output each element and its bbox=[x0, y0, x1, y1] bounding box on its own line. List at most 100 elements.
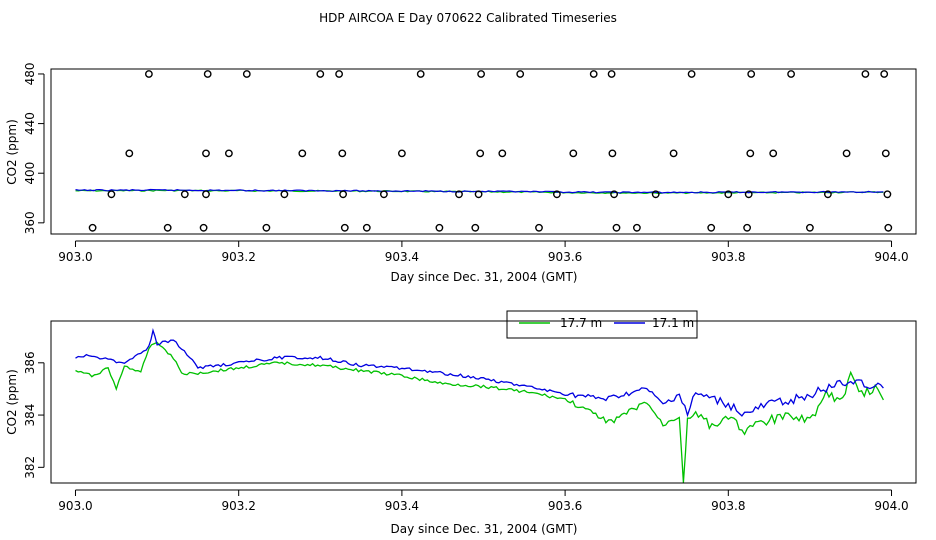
scatter-point bbox=[744, 190, 753, 199]
scatter-point bbox=[747, 70, 756, 78]
scatter-point bbox=[608, 149, 617, 158]
scatter-point bbox=[610, 190, 618, 199]
scatter-point bbox=[474, 190, 483, 199]
scatter-point bbox=[612, 223, 621, 232]
scatter-point bbox=[338, 149, 347, 158]
line-x-tick-label: 903.2 bbox=[222, 499, 256, 513]
scatter-x-tick-label: 903.2 bbox=[222, 250, 256, 264]
scatter-point bbox=[607, 70, 616, 78]
scatter-point bbox=[498, 149, 507, 158]
legend-label-17-7m: 17.7 m bbox=[560, 316, 602, 330]
line-plot-frame bbox=[50, 320, 917, 484]
scatter-point bbox=[379, 190, 388, 199]
legend: 17.7 m 17.1 m bbox=[506, 310, 698, 339]
scatter-point bbox=[163, 223, 172, 232]
line-x-tick-label: 904.0 bbox=[874, 499, 908, 513]
scatter-point bbox=[144, 70, 153, 78]
scatter-point bbox=[455, 190, 463, 199]
line-x-tick-label: 903.8 bbox=[711, 499, 745, 513]
scatter-point bbox=[476, 149, 485, 158]
line-series-17-1-m bbox=[75, 328, 884, 418]
scatter-x-axis: 903.0 903.2 903.4 903.6 903.8 904.0 bbox=[58, 240, 909, 264]
scatter-point bbox=[880, 70, 889, 78]
scatter-point bbox=[435, 223, 444, 232]
scatter-point bbox=[787, 70, 795, 78]
scatter-point bbox=[416, 70, 425, 78]
scatter-x-tick-label: 903.4 bbox=[385, 250, 419, 264]
legend-label-17-1m: 17.1 m bbox=[652, 316, 694, 330]
scatter-point bbox=[477, 70, 485, 78]
scatter-point bbox=[224, 149, 233, 158]
line-y-tick-label: 384 bbox=[23, 404, 37, 427]
line-y-axis: 382 384 386 bbox=[23, 351, 45, 479]
scatter-point bbox=[516, 70, 525, 78]
line-x-tick-label: 903.6 bbox=[548, 499, 582, 513]
scatter-point bbox=[535, 223, 543, 232]
scatter-point bbox=[633, 223, 641, 232]
scatter-plot-frame bbox=[50, 68, 917, 235]
scatter-point bbox=[362, 223, 371, 232]
line-x-axis-label: Day since Dec. 31, 2004 (GMT) bbox=[391, 522, 578, 536]
line-y-tick-label: 386 bbox=[23, 351, 37, 374]
scatter-point bbox=[769, 149, 778, 158]
scatter-point bbox=[199, 223, 208, 232]
scatter-point bbox=[687, 70, 696, 78]
scatter-point bbox=[88, 223, 97, 232]
scatter-point bbox=[107, 190, 116, 199]
line-x-axis: 903.0 903.2 903.4 903.6 903.8 904.0 bbox=[58, 489, 909, 513]
scatter-point bbox=[202, 190, 210, 199]
scatter-y-tick-label: 400 bbox=[23, 162, 37, 185]
line-x-tick-label: 903.0 bbox=[58, 499, 92, 513]
figure-title: HDP AIRCOA E Day 070622 Calibrated Times… bbox=[319, 11, 617, 25]
scatter-point bbox=[881, 149, 890, 158]
scatter-y-tick-label: 480 bbox=[23, 63, 37, 86]
scatter-point bbox=[298, 149, 307, 158]
line-panel: 17.7 m 17.1 m 903.0 903.2 903.4 903.6 903.8 9… bbox=[5, 310, 917, 536]
scatter-x-tick-label: 904.0 bbox=[874, 250, 908, 264]
line-y-axis-label: CO2 (ppm) bbox=[5, 369, 19, 435]
scatter-y-axis: 360 400 440 480 bbox=[23, 63, 45, 234]
scatter-point bbox=[242, 70, 251, 78]
scatter-point bbox=[471, 223, 480, 232]
scatter-point bbox=[861, 70, 870, 78]
scatter-x-axis-label: Day since Dec. 31, 2004 (GMT) bbox=[391, 270, 578, 284]
scatter-x-tick-label: 903.8 bbox=[711, 250, 745, 264]
scatter-x-tick-label: 903.6 bbox=[548, 250, 582, 264]
scatter-y-tick-label: 360 bbox=[23, 211, 37, 234]
scatter-point bbox=[806, 223, 814, 232]
scatter-panel: 903.0 903.2 903.4 903.6 903.8 904.0 360 400 440… bbox=[5, 63, 917, 284]
scatter-point bbox=[884, 223, 893, 232]
scatter-x-tick-label: 903.0 bbox=[58, 250, 92, 264]
scatter-point bbox=[842, 149, 851, 158]
legend-box bbox=[506, 310, 698, 339]
scatter-point bbox=[335, 70, 343, 78]
scatter-point bbox=[316, 70, 325, 78]
scatter-point bbox=[203, 70, 212, 78]
scatter-point bbox=[202, 149, 210, 158]
scatter-marks bbox=[75, 70, 893, 232]
scatter-point bbox=[724, 190, 733, 199]
scatter-point bbox=[397, 149, 406, 158]
scatter-point bbox=[340, 223, 349, 232]
scatter-point bbox=[553, 190, 561, 199]
scatter-point bbox=[669, 149, 678, 158]
scatter-point bbox=[280, 190, 289, 199]
line-y-tick-label: 382 bbox=[23, 456, 37, 479]
scatter-point bbox=[339, 190, 347, 199]
scatter-y-tick-label: 440 bbox=[23, 112, 37, 135]
scatter-point bbox=[569, 149, 578, 158]
scatter-point bbox=[746, 149, 755, 158]
scatter-point bbox=[125, 149, 134, 158]
line-series bbox=[75, 328, 884, 483]
scatter-point bbox=[180, 190, 189, 199]
scatter-point bbox=[589, 70, 598, 78]
scatter-point bbox=[824, 190, 832, 199]
line-x-tick-label: 903.4 bbox=[385, 499, 419, 513]
scatter-point bbox=[262, 223, 271, 232]
scatter-point bbox=[883, 190, 892, 199]
scatter-point bbox=[651, 190, 660, 199]
scatter-point bbox=[743, 223, 751, 232]
line-series-17-7-m bbox=[75, 341, 884, 483]
scatter-y-axis-label: CO2 (ppm) bbox=[5, 119, 19, 185]
